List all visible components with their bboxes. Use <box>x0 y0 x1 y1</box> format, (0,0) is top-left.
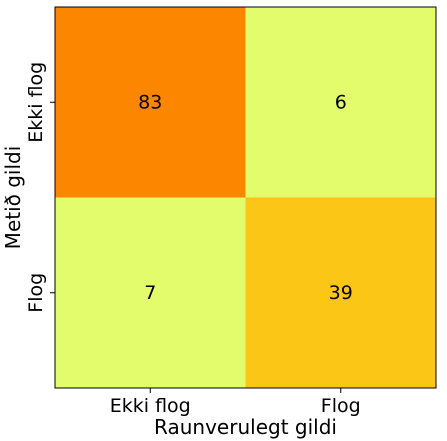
heatmap-cell-0-0 <box>55 7 246 198</box>
y-axis-label: Metið gildi <box>1 146 25 250</box>
y-tick-label-1: Flog <box>25 273 47 313</box>
cell-value-label-1-0: 7 <box>144 282 156 304</box>
cell-value-label-0-1: 6 <box>335 91 347 113</box>
x-axis-label: Raunverulegt gildi <box>154 415 337 439</box>
cell-value-label-0-0: 83 <box>138 91 162 113</box>
x-tick-label-1: Flog <box>321 395 361 417</box>
y-tick-label-0: Ekki flog <box>25 62 47 143</box>
heatmap-cell-labels: 83 6 7 39 <box>138 91 353 304</box>
heatmap-cell-0-1 <box>245 7 436 198</box>
plot-frame <box>54 6 437 389</box>
y-axis-ticks: Ekki flog Flog <box>25 62 55 313</box>
x-axis-ticks: Ekki flog Flog <box>110 388 361 417</box>
x-tick-label-0: Ekki flog <box>110 395 191 417</box>
heatmap-cell-1-1 <box>245 197 436 388</box>
heatmap-cells <box>55 7 436 388</box>
cell-value-label-1-1: 39 <box>329 282 353 304</box>
heatmap-cell-1-0 <box>55 197 246 388</box>
